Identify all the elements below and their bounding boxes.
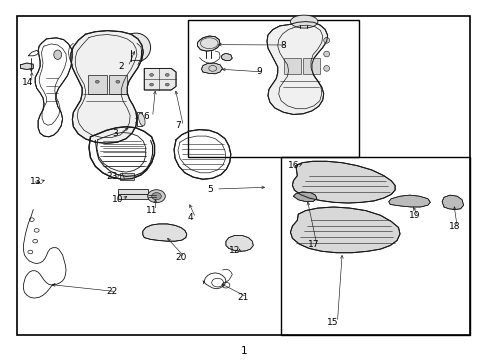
- Text: 15: 15: [326, 318, 338, 327]
- Text: 4: 4: [187, 213, 193, 222]
- Ellipse shape: [138, 113, 145, 126]
- Bar: [137, 112, 142, 126]
- Bar: [126, 113, 135, 124]
- Bar: [88, 75, 106, 94]
- Ellipse shape: [290, 15, 317, 28]
- Polygon shape: [144, 68, 176, 90]
- Ellipse shape: [121, 33, 150, 62]
- Text: 23: 23: [106, 172, 118, 181]
- Text: 1: 1: [240, 346, 247, 356]
- Ellipse shape: [165, 83, 169, 86]
- Text: 18: 18: [448, 222, 460, 231]
- Ellipse shape: [149, 73, 153, 76]
- Polygon shape: [71, 31, 143, 143]
- Text: 10: 10: [111, 195, 123, 204]
- Bar: [120, 173, 134, 180]
- Ellipse shape: [323, 66, 329, 71]
- Polygon shape: [142, 224, 186, 241]
- Ellipse shape: [95, 80, 99, 83]
- Bar: [188, 20, 359, 157]
- Polygon shape: [225, 235, 253, 251]
- Bar: [281, 157, 469, 335]
- Ellipse shape: [116, 80, 120, 83]
- Polygon shape: [292, 161, 394, 203]
- Text: 2: 2: [118, 62, 124, 71]
- Ellipse shape: [165, 73, 169, 76]
- Bar: [118, 189, 147, 194]
- Text: 12: 12: [228, 246, 240, 255]
- Bar: [303, 58, 320, 74]
- Text: 13: 13: [29, 177, 41, 186]
- Text: 6: 6: [143, 112, 149, 121]
- Polygon shape: [266, 22, 327, 114]
- Text: 19: 19: [408, 211, 420, 220]
- Text: 7: 7: [175, 122, 181, 130]
- Polygon shape: [221, 53, 232, 60]
- Text: 3: 3: [112, 129, 118, 138]
- Text: 9: 9: [256, 68, 262, 77]
- Text: 20: 20: [175, 253, 186, 262]
- Text: 14: 14: [22, 78, 34, 87]
- Text: 5: 5: [207, 184, 213, 194]
- Ellipse shape: [323, 51, 329, 57]
- Polygon shape: [290, 207, 399, 253]
- Bar: [108, 75, 127, 94]
- Ellipse shape: [149, 83, 153, 86]
- Polygon shape: [388, 195, 429, 207]
- Bar: [17, 16, 469, 335]
- Text: 11: 11: [145, 206, 157, 215]
- Text: 22: 22: [105, 287, 117, 296]
- Text: 16: 16: [287, 161, 299, 170]
- Ellipse shape: [147, 190, 165, 203]
- Polygon shape: [197, 36, 220, 51]
- Ellipse shape: [323, 37, 329, 43]
- Text: 21: 21: [237, 292, 249, 302]
- Text: 17: 17: [307, 240, 319, 249]
- Polygon shape: [20, 63, 33, 69]
- Bar: [118, 194, 147, 199]
- Bar: [283, 58, 300, 74]
- Ellipse shape: [54, 50, 61, 59]
- Polygon shape: [201, 63, 222, 74]
- Ellipse shape: [151, 193, 161, 200]
- Text: 8: 8: [280, 40, 286, 49]
- Polygon shape: [441, 195, 463, 210]
- Polygon shape: [293, 192, 316, 202]
